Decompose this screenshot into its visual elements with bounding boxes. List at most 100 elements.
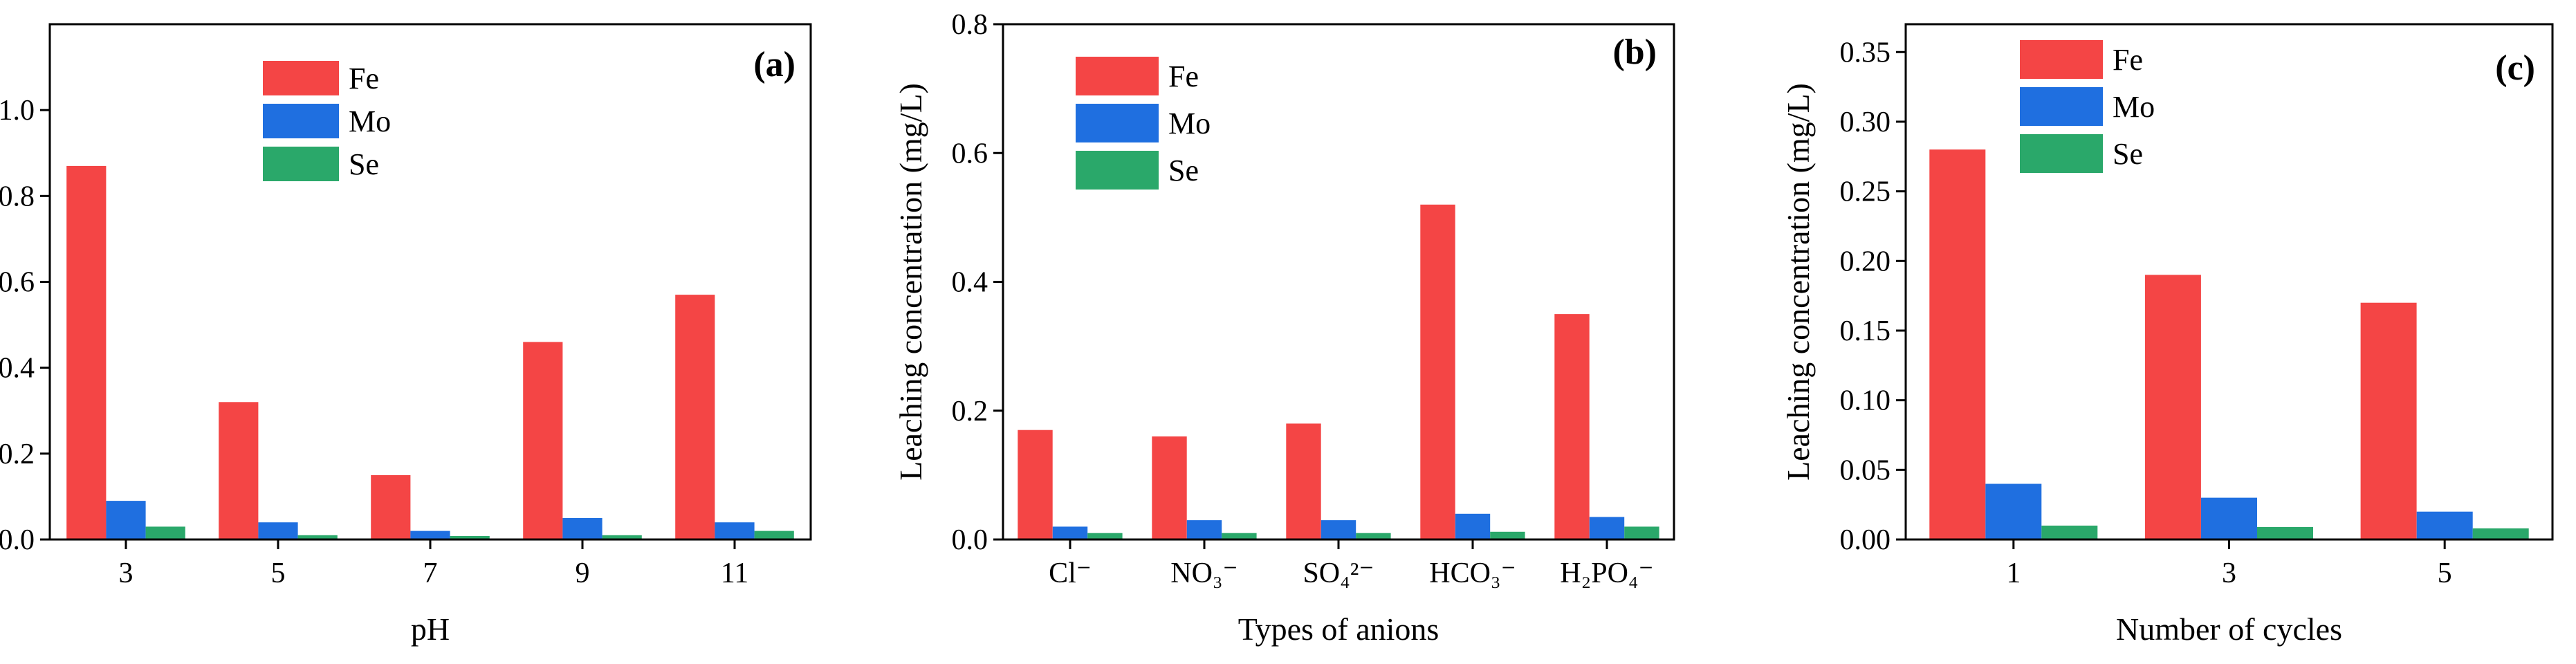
legend: Fe Mo Se xyxy=(1076,57,1211,190)
bar-se-5 xyxy=(1624,526,1659,540)
legend-swatch-se xyxy=(263,147,339,181)
bar-se-5 xyxy=(754,531,794,540)
bar-fe-4 xyxy=(1420,204,1455,540)
legend-swatch-mo xyxy=(263,104,339,138)
bar-mo-2 xyxy=(2201,497,2257,540)
y-tick-label: 0.8 xyxy=(952,9,988,41)
bar-fe-1 xyxy=(1929,149,1986,540)
legend-swatch-mo xyxy=(1076,104,1159,142)
bar-mo-2 xyxy=(1186,520,1222,540)
bar-se-4 xyxy=(602,535,642,540)
legend: Fe Mo Se xyxy=(263,61,391,181)
bar-mo-4 xyxy=(1455,513,1491,540)
panel-label: (c) xyxy=(2495,48,2535,88)
bar-mo-5 xyxy=(1589,517,1625,540)
y-tick-label: 0.0 xyxy=(952,524,988,556)
y-tick-label: 0.10 xyxy=(1840,385,1891,417)
x-tick-label: 7 xyxy=(423,557,438,589)
bar-fe-2 xyxy=(219,402,259,540)
bar-fe-1 xyxy=(66,165,107,540)
legend-label-mo: Mo xyxy=(1168,107,1211,140)
x-tick-label: HCO₃⁻ xyxy=(1429,557,1516,589)
bar-mo-4 xyxy=(562,518,602,540)
y-tick-label: 0.2 xyxy=(0,439,35,470)
bar-fe-3 xyxy=(371,474,411,540)
x-axis-label: pH xyxy=(411,611,450,647)
bar-fe-3 xyxy=(2360,302,2417,540)
x-tick-label: Cl⁻ xyxy=(1049,557,1092,589)
legend-label-se: Se xyxy=(2113,137,2143,171)
bar-mo-3 xyxy=(2416,511,2473,540)
bar-fe-4 xyxy=(523,342,563,540)
bar-se-3 xyxy=(1356,533,1391,540)
legend-swatch-se xyxy=(2020,134,2103,173)
bar-se-2 xyxy=(2257,526,2313,540)
y-tick-label: 0.05 xyxy=(1840,454,1891,486)
bar-fe-2 xyxy=(2144,275,2201,540)
legend-swatch-fe xyxy=(2020,40,2103,79)
panel-label: (a) xyxy=(753,45,795,84)
legend-swatch-fe xyxy=(1076,57,1159,95)
y-tick-label: 0.25 xyxy=(1840,176,1891,208)
x-tick-label: 5 xyxy=(271,557,286,589)
panel-3: 0.00 0.05 0.10 0.15 0.20 0.25 0.30 0.35 1 3 5 Numbe… xyxy=(1781,23,2554,647)
y-tick-label: 0.15 xyxy=(1840,315,1891,347)
bar-mo-2 xyxy=(258,522,298,540)
x-tick-label: 5 xyxy=(2438,557,2452,589)
y-axis-label: Leaching concentration (mg/L) xyxy=(893,83,928,481)
bar-mo-1 xyxy=(1052,526,1088,540)
legend: Fe Mo Se xyxy=(2020,40,2155,173)
y-tick-label: 0.35 xyxy=(1840,37,1891,68)
x-tick-label: SO₄²⁻ xyxy=(1303,557,1374,589)
bar-se-1 xyxy=(145,526,185,540)
x-tick-label: 9 xyxy=(576,557,590,589)
legend-swatch-mo xyxy=(2020,87,2103,126)
y-axis-label: Leaching concentration (mg/L) xyxy=(1781,83,1816,481)
bar-se-1 xyxy=(2041,525,2098,540)
legend-label-mo: Mo xyxy=(349,104,391,138)
x-tick-label: NO₃⁻ xyxy=(1170,557,1238,589)
x-tick-label: H₂PO₄⁻ xyxy=(1560,557,1653,589)
legend-label-fe: Fe xyxy=(349,62,379,95)
bar-mo-3 xyxy=(1321,520,1356,540)
plot-frame xyxy=(1904,23,2554,541)
legend-swatch-fe xyxy=(263,61,339,95)
bar-fe-3 xyxy=(1286,423,1321,540)
bar-mo-3 xyxy=(410,531,450,540)
bar-mo-1 xyxy=(1985,483,2042,540)
bar-se-3 xyxy=(2472,528,2529,540)
x-tick-label: 3 xyxy=(119,557,134,589)
y-tick-label: 0.30 xyxy=(1840,107,1891,138)
bar-mo-1 xyxy=(106,501,146,540)
legend-label-fe: Fe xyxy=(2113,43,2143,77)
panel-label: (b) xyxy=(1612,33,1657,72)
x-tick-label: 11 xyxy=(721,557,748,589)
y-tick-label: 0.20 xyxy=(1840,246,1891,277)
panel-1: 0.00.20.40.60.81.0357911pHLeaching conce… xyxy=(0,23,812,647)
bar-fe-5 xyxy=(675,295,715,540)
legend-swatch-se xyxy=(1076,151,1159,190)
bar-se-2 xyxy=(297,535,338,540)
x-tick-label: 1 xyxy=(2006,557,2021,589)
legend-label-se: Se xyxy=(1168,154,1199,187)
panel-2: 0.0 0.2 0.4 0.6 0.8 Cl⁻ NO₃⁻ SO₄²⁻ HCO₃⁻ H₂PO₄⁻ Ty… xyxy=(893,9,1675,647)
legend-label-se: Se xyxy=(349,147,379,181)
y-tick-label: 0.00 xyxy=(1840,524,1891,556)
y-tick-label: 0.0 xyxy=(0,524,35,556)
bar-se-1 xyxy=(1087,533,1123,540)
y-tick-label: 0.4 xyxy=(0,353,35,385)
x-axis-label: Types of anions xyxy=(1238,611,1439,647)
x-axis-label: Number of cycles xyxy=(2116,611,2342,647)
y-tick-label: 0.8 xyxy=(0,181,35,212)
bar-se-3 xyxy=(450,536,490,540)
y-tick-label: 0.4 xyxy=(952,267,988,299)
bar-fe-5 xyxy=(1554,314,1590,540)
legend-label-fe: Fe xyxy=(1168,59,1199,93)
legend-label-mo: Mo xyxy=(2113,90,2155,124)
y-tick-label: 1.0 xyxy=(0,95,35,127)
bar-fe-2 xyxy=(1152,436,1187,540)
bar-se-2 xyxy=(1222,533,1257,540)
bar-fe-1 xyxy=(1018,430,1053,540)
